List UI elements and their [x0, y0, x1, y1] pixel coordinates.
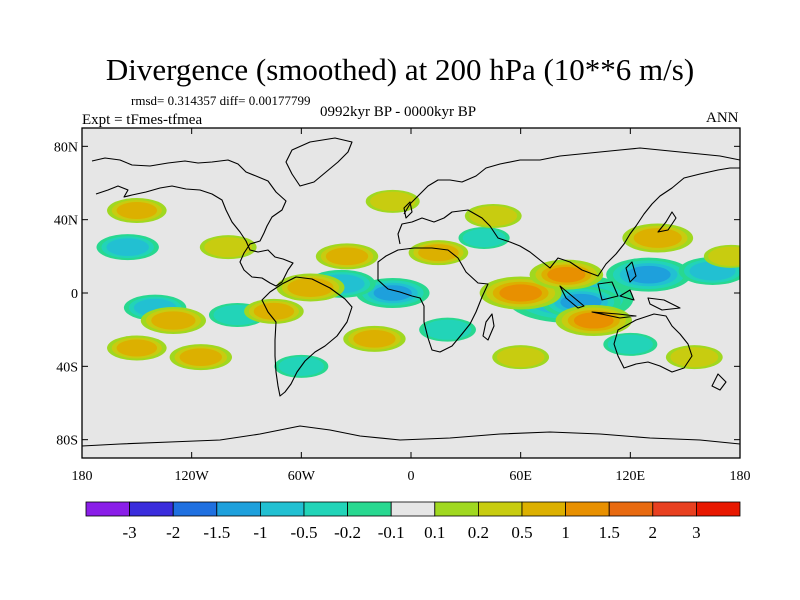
field-contour-18-2 [116, 339, 158, 357]
colorbar-label: 0.1 [424, 523, 445, 542]
field-contour-13-3 [499, 284, 542, 302]
field-contour-16-2 [633, 228, 682, 248]
coast-philippines [625, 261, 637, 283]
lat-label: 80S [56, 434, 78, 449]
colorbar-swatch [652, 501, 697, 517]
coast-australia [613, 313, 693, 373]
colorbar-swatch [347, 501, 392, 517]
colorbar-label: -0.2 [334, 523, 361, 542]
colorbar-label: -2 [166, 523, 180, 542]
colorbar-swatch [521, 501, 566, 517]
colorbar-swatch [477, 501, 523, 517]
coast-eurasia [397, 147, 740, 277]
field-contour-9-1 [423, 319, 472, 340]
field-contour-2-3 [626, 265, 671, 284]
stats-text: rmsd= 0.314357 diff= 0.00177799 [131, 93, 311, 108]
coast-japan [657, 211, 677, 233]
field-contour-4-3 [373, 285, 412, 301]
colorbar-swatch [565, 501, 610, 517]
lon-label: 180 [72, 469, 93, 484]
colorbar-label: 0.2 [468, 523, 489, 542]
coast-new-zealand [711, 373, 727, 391]
colorbar-label: -1 [253, 523, 267, 542]
coast-africa [377, 247, 489, 353]
field-contour-27-2 [116, 202, 158, 219]
field-contour-17-2 [151, 311, 196, 330]
colorbar-label: -0.5 [291, 523, 318, 542]
field-contour-15-3 [547, 266, 586, 283]
divergence-field [96, 189, 740, 378]
period-label: 0992kyr BP - 0000kyr BP [320, 104, 477, 120]
coast-north-america [91, 157, 294, 287]
colorbar-swatch [303, 501, 348, 517]
coast-greenland [285, 137, 353, 187]
colorbar-label: -3 [123, 523, 137, 542]
field-contour-19-2 [287, 277, 334, 298]
colorbar-swatch [390, 501, 436, 517]
coastlines [82, 137, 740, 447]
field-contour-24-2 [353, 329, 396, 348]
lat-label: 0 [71, 287, 78, 302]
coast-indonesia [559, 281, 681, 319]
field-contour-21-2 [325, 247, 369, 266]
field-contour-11-1 [607, 334, 654, 354]
coast-south-america [261, 276, 353, 397]
coast-antarctica [82, 425, 740, 447]
field-contour-14-3 [573, 312, 614, 329]
colorbar-swatch [434, 501, 479, 517]
lon-label: 120W [175, 469, 210, 484]
colorbar-swatch [216, 501, 261, 517]
colorbar-swatch [85, 501, 130, 517]
lon-label: 60E [509, 469, 532, 484]
colorbar-swatch [259, 501, 305, 517]
field-contour-6-2 [106, 238, 149, 257]
colorbar-swatch [172, 501, 218, 517]
field-contour-23-1 [469, 205, 518, 227]
coast-madagascar [482, 313, 495, 341]
colorbar-label: 3 [692, 523, 701, 542]
colorbar-label: -0.1 [378, 523, 405, 542]
field-contour-20-2 [253, 302, 295, 320]
lon-label: 120E [616, 469, 646, 484]
colorbar-swatch [608, 501, 654, 517]
lon-label: 60W [288, 469, 316, 484]
colorbar-label: -1.5 [203, 523, 230, 542]
lon-label: 180 [730, 469, 751, 484]
coast-britain [403, 201, 413, 219]
lat-label: 40N [54, 214, 78, 229]
field-contour-31-1 [708, 246, 740, 266]
lat-label: 40S [56, 360, 78, 375]
season-label: ANN [706, 110, 739, 126]
field-contour-26-1 [496, 347, 545, 368]
colorbar: -3 -2 -1.5 -1 -0.5 -0.2 -0.1 0.1 0.2 0.5 1 1.5 2 3 [85, 501, 741, 542]
field-contour-28-1 [670, 347, 719, 368]
colorbar-swatch [129, 501, 174, 517]
lon-label: 0 [408, 469, 415, 484]
field-contour-25-2 [179, 348, 223, 367]
colorbar-label: 1.5 [599, 523, 620, 542]
map-title: Divergence (smoothed) at 200 hPa (10**6 … [105, 52, 695, 87]
colorbar-label: 2 [649, 523, 658, 542]
field-contour-22-2 [418, 244, 459, 262]
field-contour-30-1 [204, 237, 253, 258]
map-axes: 180 120W 60W 0 60E 120E 180 80N 40N 0 40S 80S [54, 128, 751, 484]
colorbar-label: 0.5 [511, 523, 532, 542]
experiment-label: Expt = tFmes-tfmea [82, 112, 203, 128]
lat-label: 80N [54, 140, 78, 155]
field-contour-29-1 [370, 191, 416, 211]
colorbar-swatch [696, 501, 741, 517]
colorbar-label: 1 [561, 523, 570, 542]
